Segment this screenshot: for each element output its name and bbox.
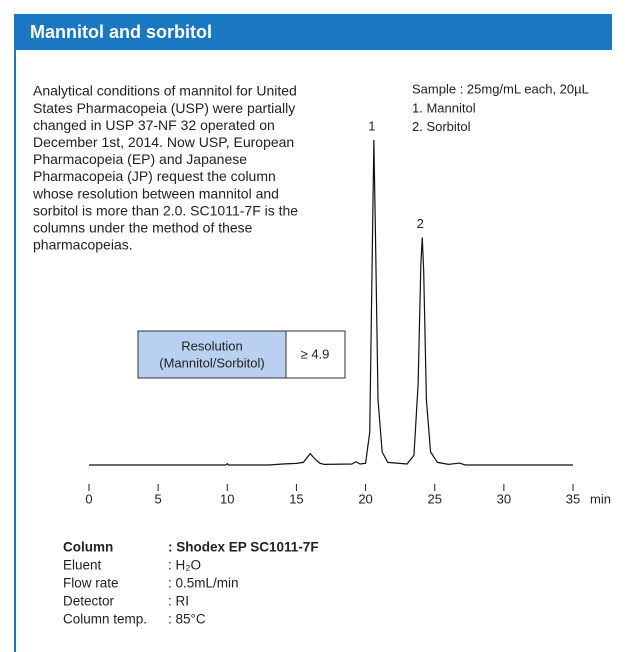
- resolution-label: (Mannitol/Sorbitol): [159, 355, 265, 370]
- resolution-label: Resolution: [181, 338, 242, 353]
- header-title: Mannitol and sorbitol: [30, 22, 212, 42]
- description-line: Analytical conditions of mannitol for Un…: [33, 83, 297, 99]
- condition-value: : RI: [168, 594, 189, 609]
- condition-label: Column temp.: [63, 612, 147, 627]
- peak-name: 1. Mannitol: [412, 100, 476, 115]
- condition-label: Detector: [63, 594, 115, 609]
- x-axis-label: min: [590, 491, 611, 506]
- condition-label: Eluent: [63, 558, 102, 573]
- x-tick-label: 15: [289, 491, 303, 506]
- description-line: Pharmacopeia (JP) request the column: [33, 168, 276, 184]
- description-line: whose resolution between mannitol and: [32, 185, 279, 201]
- x-tick-label: 10: [220, 491, 234, 506]
- description-line: pharmacopeias.: [33, 237, 133, 253]
- condition-value: : 0.5mL/min: [168, 576, 239, 591]
- sample-info: Sample : 25mg/mL each, 20µL: [412, 81, 589, 96]
- peak-label: 2: [417, 216, 424, 231]
- description-line: Pharmacopeia (EP) and Japanese: [33, 151, 247, 167]
- description-line: sorbitol is more than 2.0. SC1011-7F is …: [33, 202, 298, 218]
- peak-name: 2. Sorbitol: [412, 119, 471, 134]
- condition-value: : H₂O: [168, 558, 201, 573]
- condition-value: : 85°C: [168, 612, 206, 627]
- chromatogram-trace: [89, 139, 573, 466]
- condition-label: Column: [63, 540, 113, 555]
- description-line: December 1st, 2014. Now USP, European: [33, 134, 294, 150]
- x-tick-label: 0: [85, 491, 92, 506]
- x-tick-label: 25: [427, 491, 441, 506]
- x-tick-label: 5: [155, 491, 162, 506]
- condition-label: Flow rate: [63, 576, 119, 591]
- peak-label: 1: [368, 118, 375, 133]
- description-line: columns under the method of these: [33, 220, 253, 236]
- resolution-value: ≥ 4.9: [301, 346, 330, 361]
- x-tick-label: 20: [358, 491, 372, 506]
- resolution-label-box: [137, 330, 287, 379]
- x-tick-label: 30: [497, 491, 511, 506]
- header-bar: [14, 14, 612, 50]
- resolution-value-box: [285, 330, 346, 379]
- condition-value: : Shodex EP SC1011-7F: [168, 540, 319, 555]
- description-line: changed in USP 37-NF 32 operated on: [33, 117, 275, 133]
- x-tick-label: 35: [566, 491, 580, 506]
- description-line: States Pharmacopeia (USP) were partially: [33, 100, 295, 116]
